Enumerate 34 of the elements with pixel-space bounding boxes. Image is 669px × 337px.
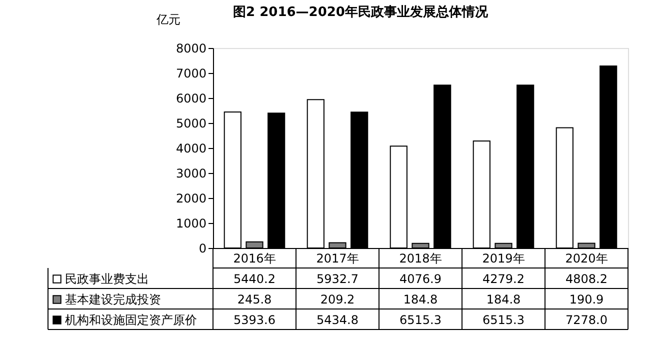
data-label: 6515.3 (482, 313, 524, 327)
data-label: 4076.9 (400, 272, 442, 286)
y-tick-label: 0 (198, 242, 206, 256)
x-tick-label: 2020年 (565, 252, 608, 266)
data-label: 4808.2 (566, 272, 608, 286)
x-tick-label: 2018年 (399, 252, 442, 266)
x-tick-label: 2017年 (316, 252, 359, 266)
y-tick-label: 8000 (176, 42, 206, 56)
x-tick-label: 2016年 (233, 252, 276, 266)
data-label: 6515.3 (400, 313, 442, 327)
data-label: 5932.7 (316, 272, 358, 286)
y-tick-label: 4000 (176, 142, 206, 156)
data-label: 245.8 (237, 292, 272, 306)
data-label: 7278.0 (566, 313, 608, 327)
data-label: 5434.8 (316, 313, 358, 327)
y-tick-label: 7000 (176, 66, 206, 80)
data-label: 5393.6 (234, 313, 276, 327)
data-label: 4279.2 (482, 272, 524, 286)
data-label: 5440.2 (234, 272, 276, 286)
data-label: 209.2 (320, 292, 355, 306)
data-label: 184.8 (486, 292, 521, 306)
y-axis-title: 亿元 (156, 12, 180, 26)
legend-label: 民政事业费支出 (65, 272, 149, 286)
y-tick-label: 2000 (176, 192, 206, 206)
y-tick-label: 5000 (176, 116, 206, 130)
y-tick-label: 6000 (176, 92, 206, 106)
y-tick-label: 1000 (176, 216, 206, 230)
legend-label: 基本建设完成投资 (65, 292, 161, 306)
data-label: 184.8 (403, 292, 438, 306)
y-tick-label: 3000 (176, 166, 206, 180)
x-tick-label: 2019年 (482, 252, 525, 266)
chart-title: 图2 2016—2020年民政事业发展总体情况 (233, 4, 489, 20)
legend-label: 机构和设施固定资产原价 (65, 313, 197, 327)
data-label: 190.9 (569, 292, 604, 306)
